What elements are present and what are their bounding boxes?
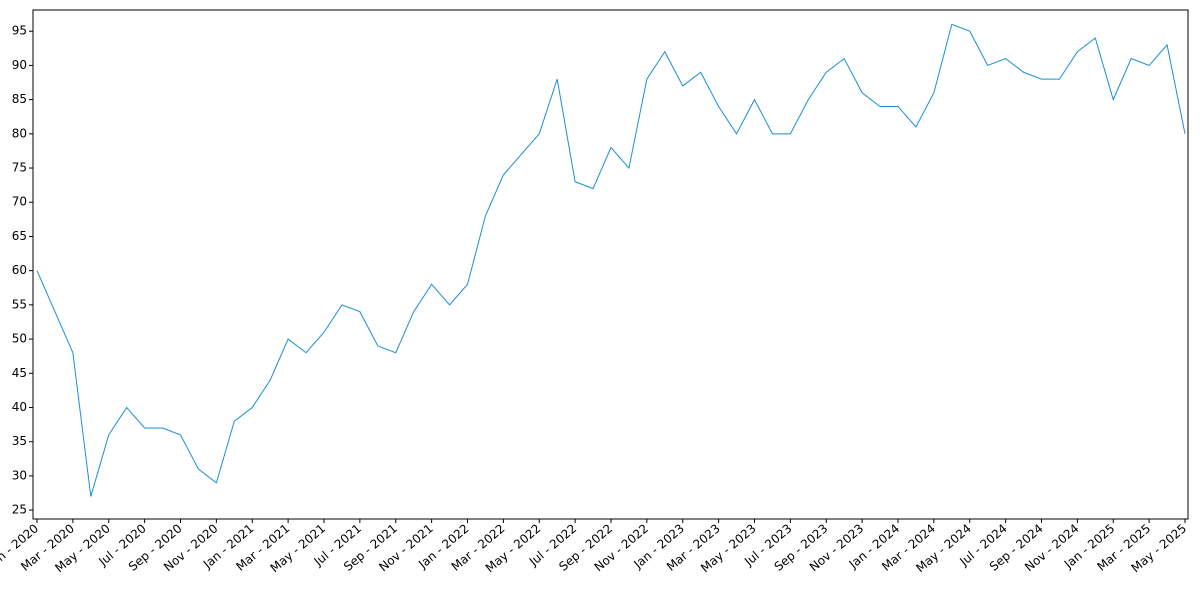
y-tick-label: 50 [12, 332, 27, 346]
y-tick-label: 70 [12, 195, 27, 209]
y-tick-label: 85 [12, 92, 27, 106]
y-tick-label: 65 [12, 229, 27, 243]
y-tick-label: 40 [12, 400, 27, 414]
y-tick-label: 80 [12, 126, 27, 140]
y-tick-label: 35 [12, 434, 27, 448]
plot-frame [32, 9, 1189, 520]
y-tick-label: 25 [12, 503, 27, 517]
y-tick-label: 45 [12, 366, 27, 380]
y-tick-label: 90 [12, 58, 27, 72]
y-tick-label: 95 [12, 24, 27, 38]
y-tick-label: 30 [12, 468, 27, 482]
y-tick-label: 75 [12, 161, 27, 175]
y-tick-label: 55 [12, 297, 27, 311]
data-line [36, 23, 1186, 497]
y-tick-label: 60 [12, 263, 27, 277]
